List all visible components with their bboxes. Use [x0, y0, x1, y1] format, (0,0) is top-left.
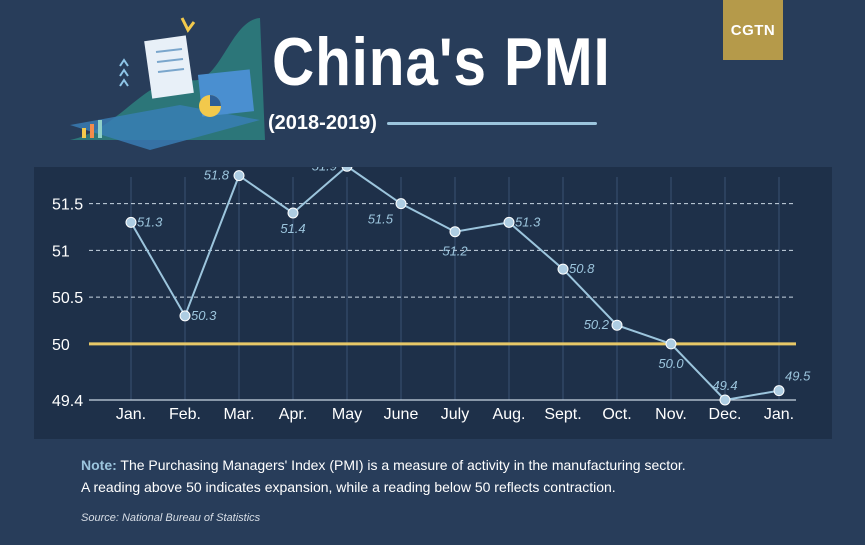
- x-tick-label: July: [441, 406, 469, 423]
- data-label: 51.9: [312, 167, 337, 173]
- x-tick-label: Dec.: [709, 406, 742, 423]
- illustration-bars: [82, 128, 86, 138]
- source-text: Source: National Bureau of Statistics: [81, 512, 261, 524]
- data-label: 50.0: [658, 356, 684, 371]
- data-point: [773, 385, 785, 397]
- cgtn-logo: CGTN: [723, 0, 783, 60]
- data-label: 50.2: [584, 317, 610, 332]
- x-tick-label: June: [384, 406, 419, 423]
- data-label: 51.5: [368, 212, 394, 227]
- page-title: China's PMI: [272, 24, 611, 100]
- chart-panel: 49.4 50 50.5 51 51.5 Jan. Feb. Mar. Apr. May June…: [34, 167, 832, 439]
- y-tick-label: 49.4: [52, 393, 83, 410]
- illustration-document: [144, 35, 194, 99]
- data-point: [125, 216, 137, 228]
- page-subtitle: (2018-2019): [268, 111, 377, 134]
- note-line-1: The Purchasing Managers' Index (PMI) is …: [120, 457, 686, 473]
- data-label: 51.3: [137, 214, 163, 229]
- x-tick-label: Aug.: [493, 406, 526, 423]
- note-label: Note:: [81, 457, 117, 473]
- data-point: [719, 394, 731, 406]
- data-point: [179, 310, 191, 322]
- data-label: 51.3: [515, 214, 541, 229]
- y-tick-label: 50: [52, 337, 70, 354]
- data-label: 50.8: [569, 261, 595, 276]
- x-tick-label: Jan.: [764, 406, 794, 423]
- data-label: 51.8: [204, 168, 230, 183]
- x-tick-label: Jan.: [116, 406, 146, 423]
- x-tick-label: Nov.: [655, 406, 687, 423]
- data-point: [395, 198, 407, 210]
- note-line-2: A reading above 50 indicates expansion, …: [81, 479, 616, 495]
- data-point: [449, 226, 461, 238]
- data-point: [287, 207, 299, 219]
- y-axis-ticks: 49.4 50 50.5 51 51.5: [52, 197, 83, 410]
- data-label: 49.4: [712, 378, 737, 393]
- y-tick-label: 51: [52, 243, 70, 260]
- subtitle-row: (2018-2019): [268, 110, 597, 136]
- data-point: [665, 338, 677, 350]
- illustration-arrow-icon: [180, 17, 196, 33]
- data-point: [503, 216, 515, 228]
- x-tick-label: Sept.: [544, 406, 581, 423]
- x-tick-label: Feb.: [169, 406, 201, 423]
- data-point: [341, 167, 353, 172]
- data-label: 50.3: [191, 308, 217, 323]
- data-label: 49.5: [785, 369, 811, 384]
- x-tick-label: Mar.: [223, 406, 254, 423]
- x-tick-label: May: [332, 406, 362, 423]
- grid-lines: [89, 177, 796, 401]
- data-label: 51.4: [280, 221, 305, 236]
- data-point: [611, 319, 623, 331]
- y-tick-label: 51.5: [52, 197, 83, 214]
- data-point: [557, 263, 569, 275]
- x-tick-label: Apr.: [279, 406, 307, 423]
- data-label: 51.2: [442, 244, 468, 259]
- note-text: Note: The Purchasing Managers' Index (PM…: [81, 454, 821, 498]
- series-pmi: 51.3 50.3 51.8 51.4 51.9 51.5 51.2 51.3 50.8 50.2…: [125, 167, 811, 406]
- x-axis-ticks: Jan. Feb. Mar. Apr. May June July Aug. Sept. Oct.…: [116, 406, 794, 423]
- pmi-line-chart: 49.4 50 50.5 51 51.5 Jan. Feb. Mar. Apr. May June…: [52, 167, 811, 423]
- data-point: [233, 170, 245, 182]
- header-illustration: [70, 17, 265, 150]
- x-tick-label: Oct.: [602, 406, 631, 423]
- y-tick-label: 50.5: [52, 290, 83, 307]
- subtitle-divider: [386, 121, 597, 125]
